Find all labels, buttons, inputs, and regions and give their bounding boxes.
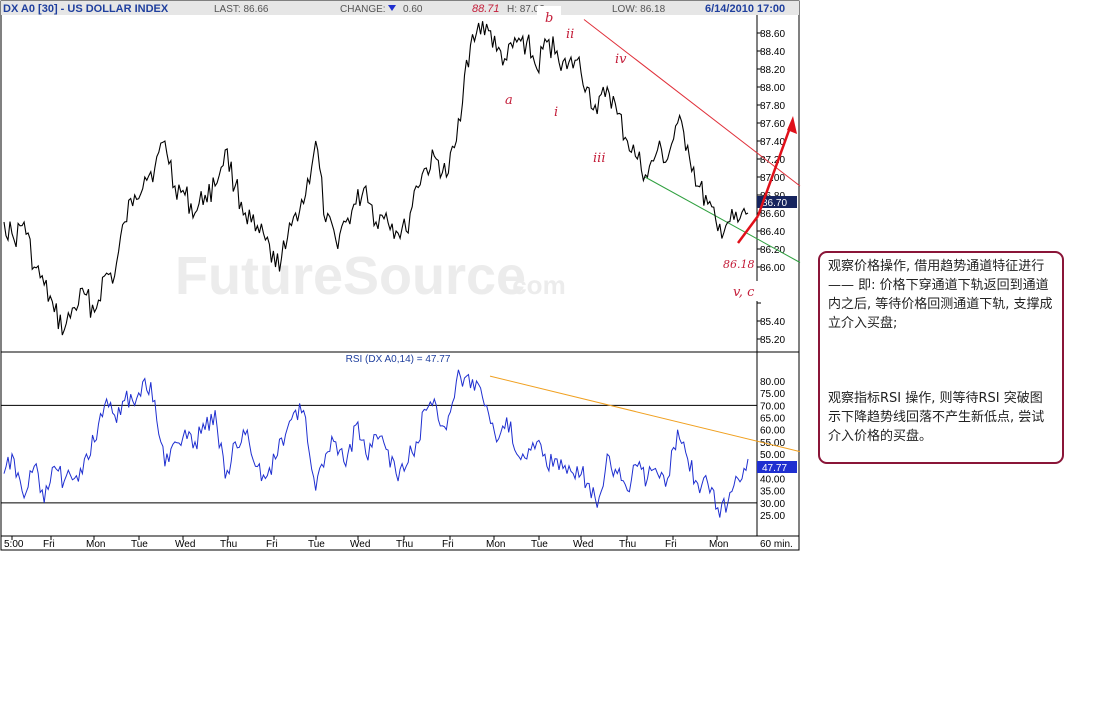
x-tick-label: Fri — [665, 539, 677, 550]
x-tick-label: Thu — [220, 539, 237, 550]
rsi-tick-label: 25.00 — [760, 511, 785, 522]
change-value: 0.60 — [403, 4, 423, 15]
price-series-line — [3, 21, 749, 336]
rsi-tick-label: 65.00 — [760, 414, 785, 425]
current-price-label: 86.70 — [762, 198, 787, 209]
rsi-tick-label: 70.00 — [760, 401, 785, 412]
x-tick-label: Mon — [86, 539, 105, 550]
x-tick-label: Thu — [619, 539, 636, 550]
chart-frame — [0, 0, 800, 551]
x-tick-label: Wed — [350, 539, 370, 550]
current-price-tag — [757, 196, 797, 208]
current-rsi-tag — [757, 461, 797, 473]
label-vc-bg — [728, 281, 758, 301]
price-tick-label: 87.40 — [760, 137, 785, 148]
x-tick-label: 5:00 — [4, 539, 24, 550]
rsi-tick-label: 75.00 — [760, 389, 785, 400]
annotation-rsi-strategy: 观察指标RSI 操作, 则等待RSI 突破图示下降趋势线回落不产生新低点, 尝试… — [828, 391, 1045, 444]
x-tick-label: Fri — [43, 539, 55, 550]
x-tick-label: Tue — [531, 539, 548, 550]
price-tick-label: 87.20 — [760, 155, 785, 166]
price-tick-label: 86.20 — [760, 245, 785, 256]
x-interval-label: 60 min. — [760, 539, 793, 550]
watermark-suffix: .com — [505, 270, 566, 300]
x-tick-label: Wed — [573, 539, 593, 550]
price-tick-label: 85.40 — [760, 317, 785, 328]
wave-label-iii: iii — [593, 151, 605, 166]
rsi-title: RSI (DX A0,14) = 47.77 — [346, 354, 451, 365]
label-b-bg — [537, 6, 561, 30]
rsi-tick-label: 60.00 — [760, 426, 785, 437]
rsi-tick-label: 50.00 — [760, 450, 785, 461]
rsi-series-line — [3, 369, 749, 518]
rsi-tick-label: 80.00 — [760, 377, 785, 388]
x-tick-label: Mon — [709, 539, 728, 550]
x-tick-label: Tue — [308, 539, 325, 550]
price-tick-label: 88.00 — [760, 83, 785, 94]
label-iii-bg — [588, 148, 616, 174]
x-tick-label: Fri — [442, 539, 454, 550]
price-tick-label: 85.20 — [760, 335, 785, 346]
upper-channel-line — [583, 19, 801, 187]
projection-arrow — [736, 116, 797, 244]
x-tick-label: Mon — [486, 539, 505, 550]
price-tick-label: 88.40 — [760, 47, 785, 58]
price-tick-label: 86.60 — [760, 209, 785, 220]
price-tick-label: 87.80 — [760, 101, 785, 112]
wave-label-i: i — [554, 105, 558, 120]
current-rsi-label: 47.77 — [762, 463, 787, 474]
price-tick-label: 88.60 — [760, 29, 785, 40]
x-tick-label: Thu — [396, 539, 413, 550]
price-tick-label: 87.60 — [760, 119, 785, 130]
low-label: LOW: 86.18 — [612, 4, 666, 15]
price-tick-label: 88.20 — [760, 65, 785, 76]
down-arrow-icon — [388, 5, 396, 11]
rsi-tick-label: 35.00 — [760, 487, 785, 498]
lower-channel-line — [644, 176, 801, 263]
header-bar — [1, 1, 799, 15]
datetime-label: 6/14/2010 17:00 — [705, 3, 785, 15]
rsi-tick-label: 55.00 — [760, 438, 785, 449]
rsi-tick-label: 30.00 — [760, 499, 785, 510]
high-label: H: 87.02 — [507, 4, 545, 15]
watermark-logo: FutureSource — [175, 246, 526, 306]
wave-label-iv: iv — [615, 52, 627, 67]
x-tick-label: Fri — [266, 539, 278, 550]
label-a-bg — [495, 88, 527, 112]
wave-label-b: b — [545, 11, 553, 26]
x-tick-label: Tue — [131, 539, 148, 550]
low-value-label: 86.18 — [723, 258, 755, 271]
wave-label-a: a — [505, 93, 513, 108]
rsi-tick-label: 40.00 — [760, 474, 785, 485]
change-label: CHANGE: — [340, 4, 386, 15]
wave-label-ii: ii — [566, 27, 574, 42]
x-tick-label: Wed — [175, 539, 195, 550]
symbol-title: DX A0 [30] - US DOLLAR INDEX — [3, 3, 169, 15]
price-tick-label: 86.00 — [760, 263, 785, 274]
price-tick-label: 86.40 — [760, 227, 785, 238]
high-value-label: 88.71 — [472, 3, 500, 15]
last-price: LAST: 86.66 — [214, 4, 269, 15]
annotation-box: 观察价格操作, 借用趋势通道特征进行—— 即: 价格下穿通道下轨返回到通道内之后… — [818, 251, 1064, 464]
label-i-bg — [545, 100, 569, 124]
wave-label-v-c: v, c — [733, 285, 755, 300]
rsi-trendline — [489, 375, 801, 453]
annotation-price-strategy: 观察价格操作, 借用趋势通道特征进行—— 即: 价格下穿通道下轨返回到通道内之后… — [828, 259, 1053, 331]
